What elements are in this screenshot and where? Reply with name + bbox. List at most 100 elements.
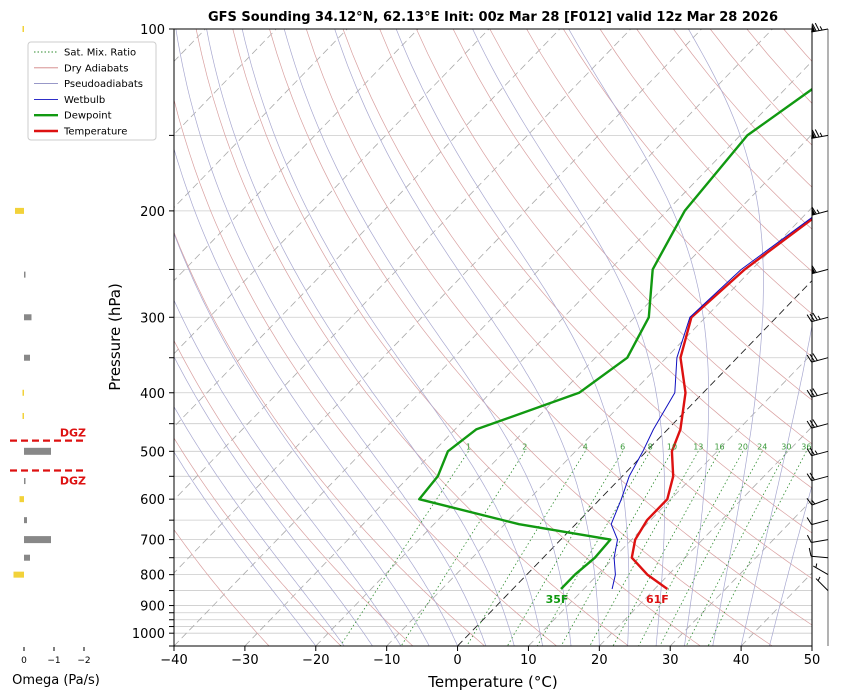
omega-bar	[22, 412, 24, 419]
legend-label: Wetbulb	[64, 95, 105, 106]
mixing-ratio-label: 6	[620, 442, 625, 451]
x-tick-label: −20	[302, 653, 329, 668]
x-tick-label: 20	[591, 653, 608, 668]
y-tick-label: 200	[140, 205, 165, 220]
profile-lines	[418, 87, 812, 590]
wind-barb	[806, 517, 829, 526]
pseudoadiabat	[688, 29, 764, 646]
x-tick-label: 10	[520, 653, 537, 668]
omega-tick-label: −2	[77, 656, 90, 666]
mixing-ratio-line	[707, 451, 807, 646]
dgz-label: DGZ	[60, 427, 86, 440]
surface-temperature-label: 61F	[646, 593, 669, 606]
mixing-ratio-line	[685, 451, 787, 646]
y-tick-label: 700	[140, 534, 165, 549]
x-tick-label: 0	[453, 653, 461, 668]
mixing-ratio-line	[659, 451, 763, 646]
wind-barb	[811, 22, 829, 33]
wind-barb	[806, 353, 829, 363]
omega-bar	[13, 571, 24, 578]
wind-barb	[806, 534, 829, 544]
wind-barb	[811, 129, 829, 139]
omega-bar	[24, 478, 26, 485]
dry-adiabat	[174, 231, 485, 646]
mixing-ratio-line	[536, 451, 651, 646]
isotherm-line	[174, 29, 702, 574]
isotherm-line	[174, 29, 348, 209]
temperature-line	[630, 217, 812, 590]
omega-bar	[24, 314, 32, 321]
dry-adiabat	[489, 29, 812, 401]
omega-bar	[22, 389, 24, 396]
legend-label: Dewpoint	[64, 111, 112, 122]
pseudoadiabat	[175, 29, 487, 646]
dry-adiabat	[174, 339, 414, 646]
legend-label: Dry Adiabats	[64, 63, 128, 74]
mixing-ratio-line	[638, 451, 744, 646]
dry-adiabat	[563, 29, 812, 315]
y-tick-label: 100	[140, 23, 165, 38]
omega-bar	[24, 517, 27, 524]
mixing-ratio-label: 30	[781, 442, 791, 451]
omega-panel: DGZ DGZ 0 −1 −2	[10, 26, 91, 666]
mixing-ratio-line	[400, 451, 526, 646]
pseudoadiabat	[206, 29, 515, 646]
background-grid	[174, 29, 812, 646]
pseudoadiabat	[174, 299, 402, 646]
pseudoadiabat	[740, 323, 812, 646]
legend-label: Pseudoadiabats	[64, 79, 143, 90]
isotherm-line	[174, 29, 631, 501]
x-tick-label: −30	[231, 653, 258, 668]
dry-adiabat	[195, 29, 629, 646]
mixing-ratio-label: 4	[583, 442, 588, 451]
mixing-ratio-line	[466, 451, 586, 646]
dry-adiabat	[526, 29, 812, 358]
isotherm-line	[174, 29, 490, 355]
isotherm-line	[669, 499, 812, 646]
dewpoint-line	[418, 87, 812, 590]
omega-tick-label: 0	[21, 656, 27, 666]
omega-bar	[24, 536, 51, 544]
dry-adiabat	[232, 29, 701, 646]
omega-bar	[24, 354, 30, 361]
wind-barb	[806, 472, 829, 482]
pseudoadiabat	[174, 147, 458, 646]
mixing-ratio-label: 36	[801, 442, 811, 451]
zero-isotherm	[457, 279, 812, 646]
wind-barb	[811, 265, 829, 275]
y-tick-label: 600	[140, 493, 165, 508]
wind-barb	[813, 563, 829, 576]
dgz-label: DGZ	[60, 475, 86, 488]
wind-barb	[806, 312, 829, 323]
mixing-ratio-label: 20	[738, 442, 748, 451]
mixing-ratio-label: 13	[693, 442, 703, 451]
pseudoadiabat	[769, 484, 812, 646]
mixing-ratio-label: 8	[648, 442, 653, 451]
wind-barb	[815, 576, 829, 591]
x-tick-label: 30	[662, 653, 679, 668]
legend-label: Sat. Mix. Ratio	[64, 48, 136, 59]
pseudoadiabat	[174, 355, 373, 646]
legend: Sat. Mix. Ratio Dry Adiabats Pseudoadiabat…	[27, 41, 157, 141]
wind-barb	[806, 498, 829, 506]
wind-barb	[808, 547, 829, 559]
isotherm-line	[599, 426, 812, 646]
x-tick-label: −40	[160, 653, 187, 668]
x-tick-label: −10	[373, 653, 400, 668]
dry-adiabat	[305, 29, 812, 626]
dry-adiabat	[174, 98, 557, 646]
wind-barb	[806, 447, 829, 457]
mixing-ratio-label: 16	[714, 442, 724, 451]
omega-bar	[24, 271, 26, 278]
y-tick-label: 300	[140, 311, 165, 326]
isotherm-line	[315, 133, 812, 646]
wind-barb	[806, 419, 829, 429]
dry-adiabat	[269, 29, 773, 646]
omega-bar	[15, 207, 24, 214]
y-axis-label: Pressure (hPa)	[106, 283, 124, 391]
pseudoadiabat	[472, 29, 666, 646]
isotherm-line	[811, 645, 812, 646]
isotherm-line	[174, 29, 561, 428]
